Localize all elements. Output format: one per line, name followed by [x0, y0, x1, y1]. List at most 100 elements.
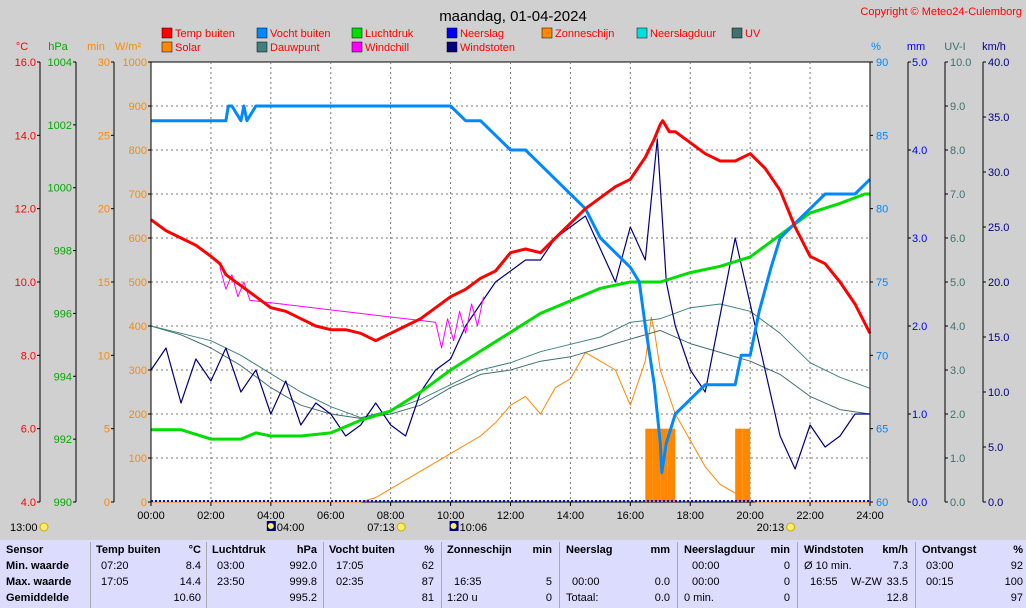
x-tick-label: 08:00: [377, 510, 405, 522]
sunshine-max: 5: [545, 576, 552, 588]
x-tick-label: 14:00: [557, 510, 585, 522]
axis-tick-label: 80: [876, 204, 888, 216]
copyright: Copyright © Meteo24-Culemborg: [860, 6, 1022, 18]
legend-label: Luchtdruk: [365, 28, 414, 40]
reception-min: 92: [1010, 560, 1023, 572]
event-time: 10:06: [460, 522, 488, 534]
rainduration-avg: 0: [783, 592, 790, 604]
gust-avg10-label: Ø 10 min.: [804, 560, 852, 572]
axis-tick-label: 15: [98, 277, 110, 289]
axes: 16.014.012.010.08.06.04.0°C1004100210009…: [15, 41, 1010, 522]
axis-tick-label: 30: [98, 57, 110, 69]
legend-label: Neerslagduur: [650, 28, 716, 40]
axis-tick-label: 90: [876, 57, 888, 69]
stats-header-pressure: Luchtdruk: [212, 544, 266, 556]
axis-tick-label: 20: [98, 204, 110, 216]
axis-unit: %: [871, 41, 881, 53]
series-temp-buiten: [150, 119, 872, 343]
stats-unit-temp: °C: [188, 544, 201, 556]
rainduration-min: 0: [783, 560, 790, 572]
axis-tick-label: 60: [876, 497, 888, 509]
sunshine-bar: [667, 428, 676, 502]
axis-tick-label: 20.0: [988, 277, 1009, 289]
axis-tick-label: 5.0: [912, 57, 927, 69]
rainduration-avg-label: 0 min.: [684, 592, 714, 604]
axis-tick-label: 10.0: [950, 57, 971, 69]
axis-tick-label: 300: [129, 365, 147, 377]
humidity-min: 62: [421, 560, 434, 572]
series-solar: [151, 316, 870, 503]
stats-header-sunshine: Zonneschijn: [447, 544, 512, 556]
axis-tick-label: 1.0: [950, 453, 965, 465]
stats-unit-reception: %: [1013, 544, 1023, 556]
stats-unit-rainduration: min: [770, 544, 790, 556]
x-tick-label: 04:00: [257, 510, 285, 522]
gust-max-direction: W-ZW: [851, 576, 882, 588]
axis-tick-label: 2.0: [950, 409, 965, 421]
sunshine-bar: [652, 428, 661, 502]
humidity-max: 87: [421, 576, 434, 588]
axis-tick-label: 1000: [48, 183, 72, 195]
axis-tick-label: 1002: [48, 120, 72, 132]
legend-label: Windchill: [365, 42, 409, 54]
stats-header-gust: Windstoten: [804, 544, 864, 556]
axis-tick-label: 992: [54, 434, 72, 446]
axis-tick-label: 3.0: [912, 233, 927, 245]
axis-tick-label: 0: [141, 497, 147, 509]
axis-tick-label: 15.0: [988, 332, 1009, 344]
event-time: 13:00: [10, 522, 38, 534]
humidity-avg: 81: [421, 592, 434, 604]
stats-col-reception: Ontvangst % 03:00 92 00:15 100 97: [915, 542, 1025, 608]
rain-max-time: 00:00: [572, 576, 600, 588]
chart-title: maandag, 01-04-2024: [439, 8, 587, 25]
axis-tick-label: 8.0: [950, 145, 965, 157]
temp-avg: 10.60: [173, 592, 201, 604]
event-time: 04:00: [277, 522, 305, 534]
axis-tick-label: 4.0: [21, 497, 36, 509]
x-tick-label: 20:00: [736, 510, 764, 522]
axis-tick-label: 4.0: [950, 321, 965, 333]
legend-swatch: [351, 41, 363, 53]
stats-header-reception: Ontvangst: [922, 544, 977, 556]
stats-unit-humidity: %: [424, 544, 434, 556]
rain-total: 0.0: [654, 592, 670, 604]
legend-swatch: [256, 41, 268, 53]
axis-tick-label: 900: [129, 101, 147, 113]
temp-min-time: 07:20: [101, 560, 129, 572]
event-time: 20:13: [757, 522, 785, 534]
axis-tick-label: 0.0: [988, 497, 1003, 509]
stats-col-rainduration: Neerslagduur min 00:00 0 00:00 0 0 min. …: [677, 542, 794, 608]
axis-tick-label: 10: [98, 350, 110, 362]
legend-label: Windstoten: [460, 42, 515, 54]
stats-col-pressure: Luchtdruk hPa 03:00 992.0 23:50 999.8 99…: [206, 542, 321, 608]
reception-max-time: 00:15: [926, 576, 954, 588]
stats-header-humidity: Vocht buiten: [329, 544, 395, 556]
axis-tick-label: 990: [54, 497, 72, 509]
rainduration-max: 0: [783, 576, 790, 588]
axis-tick-label: 8.0: [21, 350, 36, 362]
stats-col-sunshine: Zonneschijn min 16:35 5 1:20 u 0: [441, 542, 556, 608]
series-uv: [150, 325, 871, 419]
axis-tick-label: 200: [129, 409, 147, 421]
axis-tick-label: 10.0: [15, 277, 36, 289]
axis-tick-label: 4.0: [912, 145, 927, 157]
temp-max-time: 17:05: [101, 576, 129, 588]
stats-header-temp: Temp buiten: [96, 544, 161, 556]
axis-tick-label: 500: [129, 277, 147, 289]
moon-disc-icon: [267, 523, 274, 529]
axis-tick-label: 996: [54, 308, 72, 320]
x-tick-label: 18:00: [676, 510, 704, 522]
axis-tick-label: 5.0: [988, 442, 1003, 454]
moon-disc-icon: [450, 523, 457, 529]
axis-tick-label: 0: [104, 497, 110, 509]
humidity-max-time: 02:35: [336, 576, 364, 588]
axis-tick-label: 75: [876, 277, 888, 289]
gust-avg10: 7.3: [892, 560, 908, 572]
stats-col-gust: Windstoten km/h Ø 10 min. 7.3 16:55 W-ZW…: [797, 542, 912, 608]
pressure-max: 999.8: [289, 576, 317, 588]
axis-tick-label: 12.0: [15, 204, 36, 216]
sunshine-max-time: 16:35: [454, 576, 482, 588]
axis-tick-label: 1004: [48, 57, 72, 69]
axis-tick-label: 10.0: [988, 387, 1009, 399]
grid: [151, 62, 870, 502]
